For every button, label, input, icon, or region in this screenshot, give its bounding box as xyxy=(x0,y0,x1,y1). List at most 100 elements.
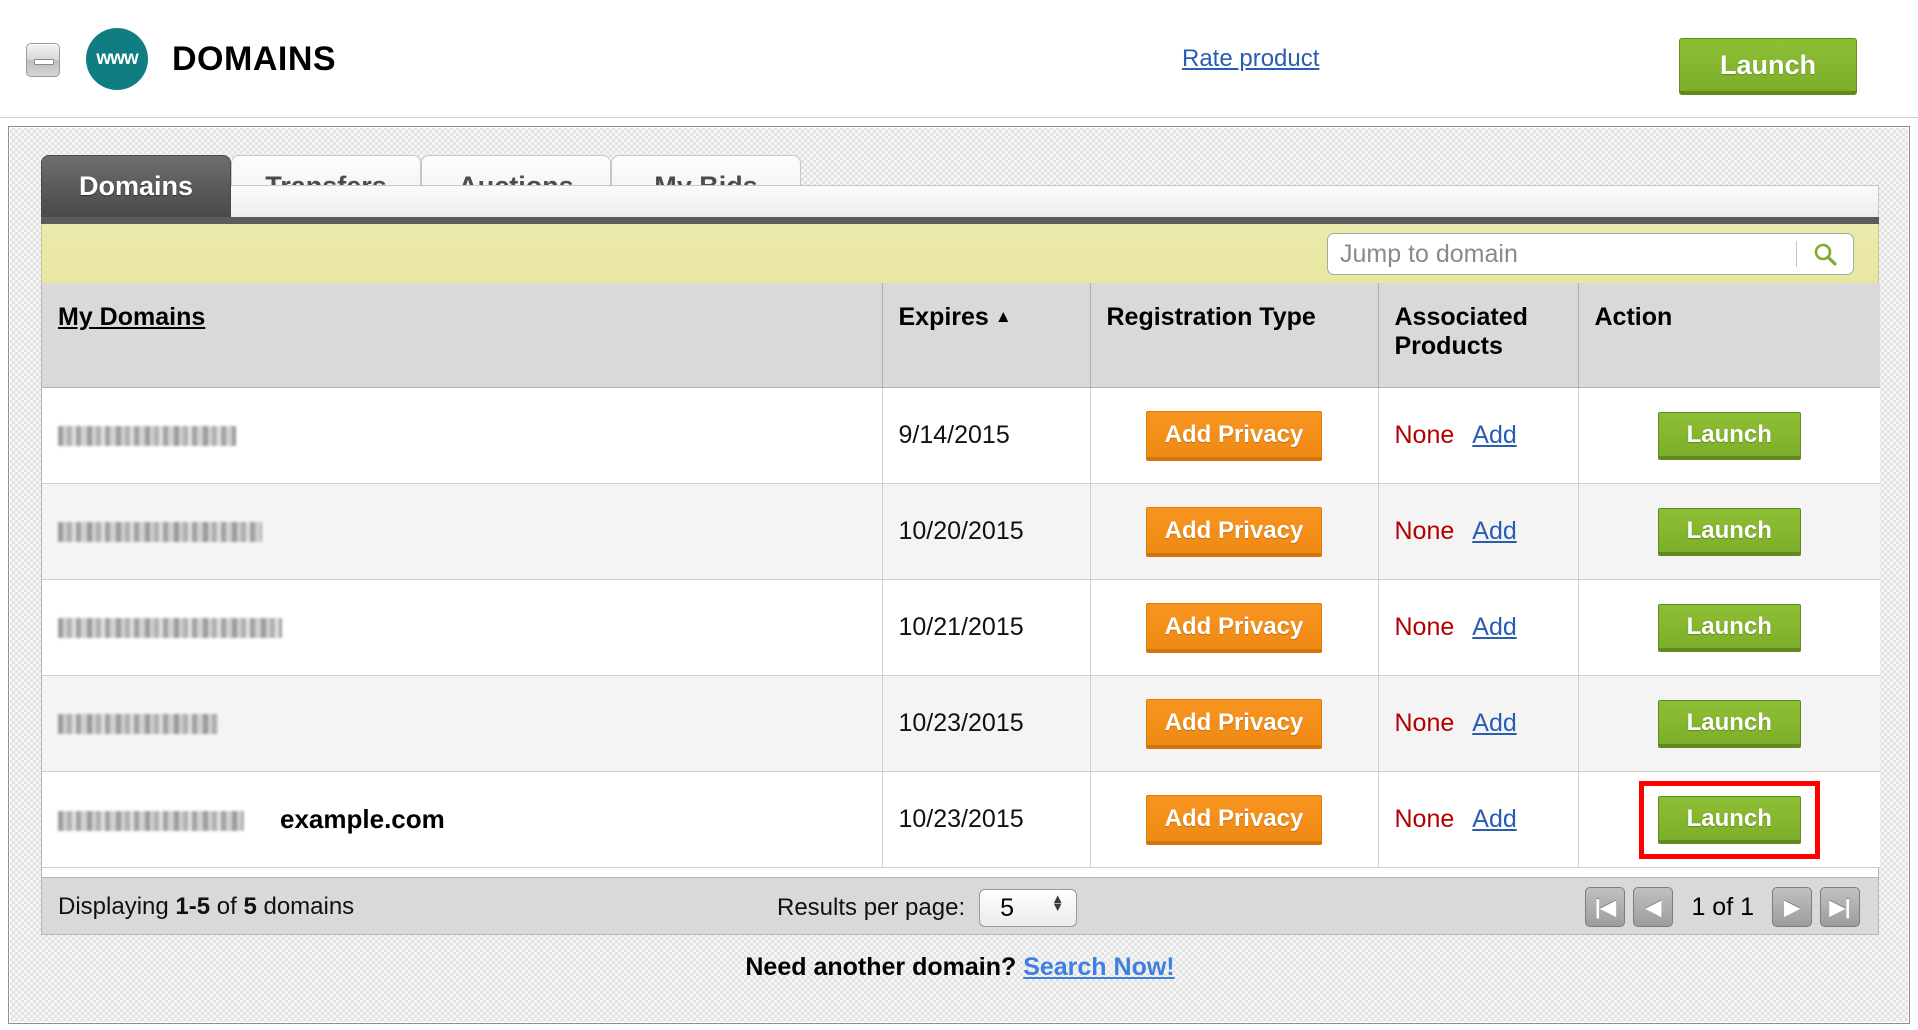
rate-product-link[interactable]: Rate product xyxy=(1182,45,1320,72)
table-row: 9/14/2015 Add Privacy None Add Launch xyxy=(42,387,1880,484)
action-cell: Launch xyxy=(1578,771,1880,868)
associated-products-add-link[interactable]: Add xyxy=(1472,613,1517,641)
displaying-suffix: domains xyxy=(256,893,355,920)
action-cell: Launch xyxy=(1578,483,1880,580)
associated-products-add-link[interactable]: Add xyxy=(1472,421,1517,449)
add-privacy-button[interactable]: Add Privacy xyxy=(1145,698,1323,749)
domain-name-cell[interactable]: example.com xyxy=(42,771,883,868)
column-header-action: Action xyxy=(1578,283,1880,388)
associated-products-cell: None Add xyxy=(1378,771,1579,868)
search-now-link[interactable]: Search Now! xyxy=(1023,953,1175,981)
column-header-expires[interactable]: Expires ▲ xyxy=(882,283,1091,388)
table-row: 10/20/2015 Add Privacy None Add Launch xyxy=(42,483,1880,580)
launch-button[interactable]: Launch xyxy=(1657,795,1801,844)
tab-underline xyxy=(41,217,1879,224)
domain-name-cell[interactable] xyxy=(42,675,883,772)
displaying-prefix: Displaying xyxy=(58,893,176,920)
need-another-domain-text: Need another domain? xyxy=(745,953,1024,981)
tab-strip-filler xyxy=(41,185,1879,217)
associated-products-cell: None Add xyxy=(1378,483,1579,580)
page-title: DOMAINS xyxy=(172,40,337,78)
associated-products-value: None xyxy=(1394,517,1455,545)
main-panel: Domains Transfers Auctions My Bids xyxy=(8,126,1910,1024)
sort-ascending-icon: ▲ xyxy=(994,307,1012,326)
last-page-button[interactable]: ▶| xyxy=(1820,887,1860,927)
domains-table: My Domains Expires ▲ Registration Type As… xyxy=(42,283,1880,868)
table-row: 10/23/2015 Add Privacy None Add Launch xyxy=(42,675,1880,772)
search-icon[interactable] xyxy=(1797,234,1853,274)
column-header-my-domains-label[interactable]: My Domains xyxy=(58,303,206,331)
redacted-domain-name xyxy=(58,811,244,832)
associated-products-add-link[interactable]: Add xyxy=(1472,709,1517,737)
stepper-arrows-icon: ▲ ▼ xyxy=(1051,891,1065,914)
www-logo-icon: www xyxy=(86,28,148,90)
registration-type-cell: Add Privacy xyxy=(1090,387,1379,484)
pagination: |◀ ◀ 1 of 1 ▶ ▶| xyxy=(1581,887,1864,927)
results-per-page-value: 5 xyxy=(1000,893,1015,922)
add-privacy-button[interactable]: Add Privacy xyxy=(1145,410,1323,461)
table-row: example.com 10/23/2015 Add Privacy None A… xyxy=(42,771,1880,868)
first-page-button[interactable]: |◀ xyxy=(1585,887,1626,927)
associated-products-value: None xyxy=(1394,709,1455,737)
action-cell: Launch xyxy=(1578,675,1880,772)
redacted-domain-name xyxy=(58,618,282,639)
launch-button[interactable]: Launch xyxy=(1657,507,1801,556)
registration-type-cell: Add Privacy xyxy=(1090,579,1379,676)
product-header: www DOMAINS Rate product Launch xyxy=(0,0,1918,118)
associated-products-value: None xyxy=(1394,421,1455,449)
page-indicator: 1 of 1 xyxy=(1691,892,1754,921)
column-header-my-domains[interactable]: My Domains xyxy=(42,283,883,388)
associated-products-add-link[interactable]: Add xyxy=(1472,805,1517,833)
add-privacy-button[interactable]: Add Privacy xyxy=(1145,794,1323,845)
displaying-summary: Displaying 1-5 of 5 domains xyxy=(58,893,354,921)
displaying-mid: of xyxy=(210,893,244,920)
domain-name-cell[interactable] xyxy=(42,483,883,580)
launch-button[interactable]: Launch xyxy=(1657,411,1801,460)
launch-button[interactable]: Launch xyxy=(1657,699,1801,748)
search-input[interactable] xyxy=(1328,239,1796,269)
example-domain-label: example.com xyxy=(280,804,445,834)
domain-name-cell[interactable] xyxy=(42,579,883,676)
displaying-range: 1-5 xyxy=(175,893,211,920)
column-header-associated-products-label: Associated Products xyxy=(1394,303,1528,360)
redacted-domain-name xyxy=(58,426,236,447)
table-header-row: My Domains Expires ▲ Registration Type As… xyxy=(42,283,1880,388)
associated-products-add-link[interactable]: Add xyxy=(1472,517,1517,545)
table-row: 10/21/2015 Add Privacy None Add Launch xyxy=(42,579,1880,676)
associated-products-cell: None Add xyxy=(1378,579,1579,676)
expires-cell: 9/14/2015 xyxy=(882,387,1091,484)
annotation-highlight-box: Launch xyxy=(1638,780,1820,859)
column-header-expires-label: Expires xyxy=(898,303,989,331)
column-header-registration-type-label: Registration Type xyxy=(1106,303,1316,331)
redacted-domain-name xyxy=(58,522,262,543)
associated-products-value: None xyxy=(1394,613,1455,641)
header-launch-button[interactable]: Launch xyxy=(1679,38,1857,95)
associated-products-cell: None Add xyxy=(1378,675,1579,772)
search-box[interactable] xyxy=(1327,233,1854,275)
results-per-page-select[interactable]: 5 ▲ ▼ xyxy=(979,889,1078,927)
table-footer: Displaying 1-5 of 5 domains Results per … xyxy=(41,877,1879,935)
column-header-action-label: Action xyxy=(1594,303,1673,331)
search-divider xyxy=(1796,241,1797,267)
registration-type-cell: Add Privacy xyxy=(1090,483,1379,580)
results-per-page: Results per page: 5 ▲ ▼ xyxy=(777,889,1078,927)
add-privacy-button[interactable]: Add Privacy xyxy=(1145,602,1323,653)
associated-products-cell: None Add xyxy=(1378,387,1579,484)
next-page-button[interactable]: ▶ xyxy=(1772,887,1812,927)
tab-domains[interactable]: Domains xyxy=(41,155,231,217)
previous-page-button[interactable]: ◀ xyxy=(1633,887,1674,927)
registration-type-cell: Add Privacy xyxy=(1090,771,1379,868)
search-band xyxy=(41,224,1879,283)
results-per-page-label: Results per page: xyxy=(777,894,966,921)
table-body: 9/14/2015 Add Privacy None Add Launch xyxy=(42,387,1880,868)
add-privacy-button[interactable]: Add Privacy xyxy=(1145,506,1323,557)
domain-name-cell[interactable] xyxy=(42,387,883,484)
expires-cell: 10/20/2015 xyxy=(882,483,1091,580)
expires-cell: 10/23/2015 xyxy=(882,675,1091,772)
launch-button[interactable]: Launch xyxy=(1657,603,1801,652)
redacted-domain-name xyxy=(58,714,218,735)
associated-products-value: None xyxy=(1394,805,1455,833)
minus-icon[interactable] xyxy=(26,43,60,77)
tab-bar: Domains Transfers Auctions My Bids xyxy=(41,155,1879,217)
domains-table-container: My Domains Expires ▲ Registration Type As… xyxy=(41,283,1880,877)
